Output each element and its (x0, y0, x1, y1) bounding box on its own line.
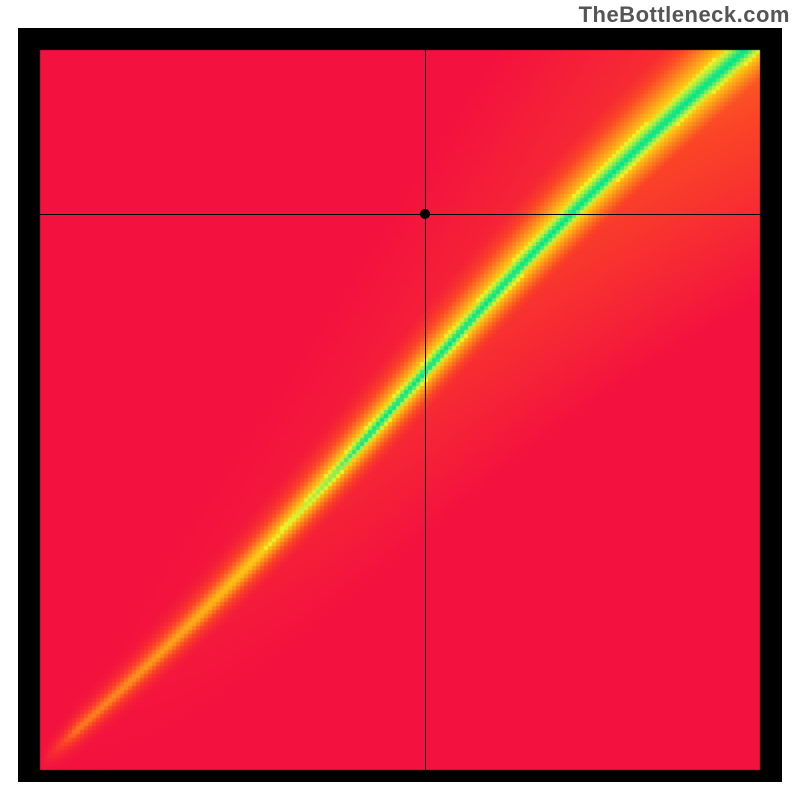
crosshair-vertical (425, 50, 426, 770)
crosshair-marker (420, 209, 430, 219)
heatmap-canvas (18, 28, 782, 782)
crosshair-horizontal (40, 214, 760, 215)
heatmap-plot (18, 28, 782, 782)
watermark-text: TheBottleneck.com (579, 2, 790, 28)
root: TheBottleneck.com (0, 0, 800, 800)
